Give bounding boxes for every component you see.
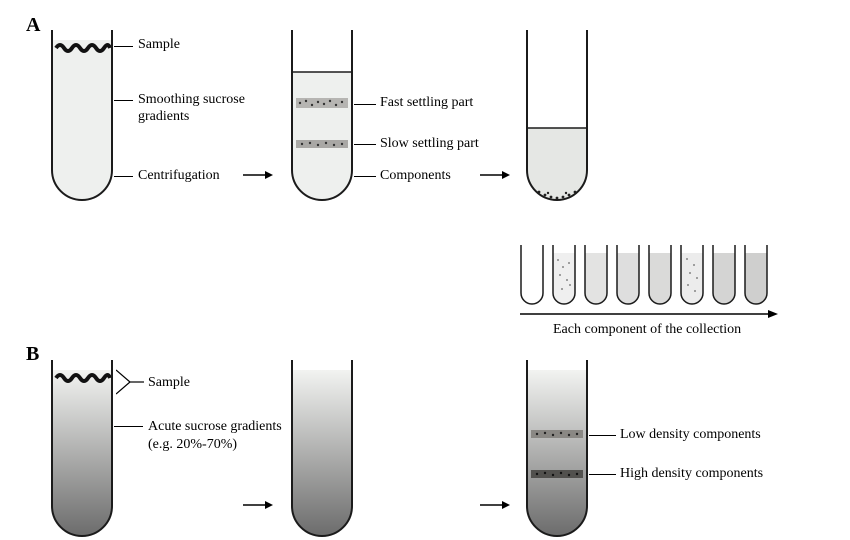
label-smoothing-sucrose: Smoothing sucrosegradients: [138, 92, 288, 126]
label-text: Smoothing sucrosegradients: [138, 92, 245, 124]
label-sample-a: Sample: [138, 37, 180, 53]
fraction-tube: [520, 245, 544, 305]
fraction-tube: [616, 245, 640, 305]
panel-a-letter: A: [26, 14, 40, 37]
leader-line: [354, 104, 376, 105]
process-arrow: [243, 499, 273, 511]
label-high-density: High density components: [620, 466, 763, 482]
label-text: Acute sucrose gradients(e.g. 20%-70%): [148, 419, 282, 452]
fraction-tube: [744, 245, 768, 305]
label-low-density: Low density components: [620, 427, 761, 443]
fractions-arrow: [520, 308, 778, 320]
process-arrow: [243, 169, 273, 181]
panel-b-tube-1: [50, 360, 114, 538]
leader-line: [589, 474, 616, 475]
label-slow-settling: Slow settling part: [380, 136, 479, 152]
fraction-tube: [648, 245, 672, 305]
fraction-tube: [552, 245, 576, 305]
fraction-tube: [584, 245, 608, 305]
leader-line: [114, 100, 133, 101]
process-arrow: [480, 499, 510, 511]
leader-line: [114, 426, 143, 427]
fraction-tube: [712, 245, 736, 305]
panel-a-tube-1: [50, 30, 114, 202]
leader-line: [354, 176, 376, 177]
label-sample-b: Sample: [148, 375, 190, 391]
label-fast-settling: Fast settling part: [380, 95, 473, 111]
fractions-caption: Each component of the collection: [553, 322, 741, 338]
panel-a-tube-3: [525, 30, 589, 202]
leader-line: [114, 176, 133, 177]
leader-line: [354, 144, 376, 145]
label-acute-sucrose: Acute sucrose gradients(e.g. 20%-70%): [148, 418, 338, 453]
label-components: Components: [380, 168, 451, 184]
label-centrifugation: Centrifugation: [138, 168, 220, 184]
fraction-tube: [680, 245, 704, 305]
leader-line: [589, 435, 616, 436]
process-arrow: [480, 169, 510, 181]
panel-a-tube-2: [290, 30, 354, 202]
panel-b-tube-3: [525, 360, 589, 538]
panel-b-letter: B: [26, 343, 39, 366]
bracket-icon: [116, 368, 146, 396]
leader-line: [114, 46, 133, 47]
